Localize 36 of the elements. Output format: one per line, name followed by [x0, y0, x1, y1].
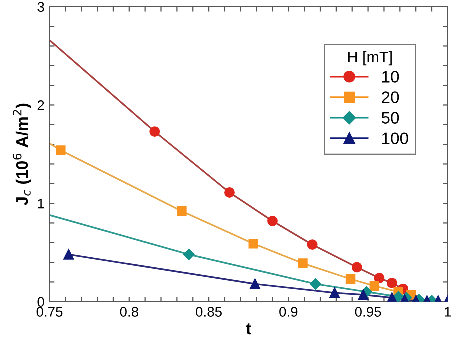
- legend-title: H [mT]: [348, 51, 392, 66]
- legend-label: 20: [382, 92, 400, 104]
- point: [177, 206, 187, 216]
- point: [346, 274, 356, 284]
- x-axis-title: t: [246, 324, 252, 335]
- point: [358, 290, 369, 300]
- x-tick-label: 0.75: [36, 307, 63, 317]
- y-tick-label: 3: [38, 2, 44, 12]
- x-tick-label: 0.95: [355, 307, 382, 317]
- y-tick-label: 1: [38, 199, 44, 209]
- x-tick-label: 1: [445, 307, 452, 317]
- point: [386, 278, 398, 288]
- point: [248, 239, 258, 249]
- point: [64, 249, 74, 260]
- point: [352, 262, 362, 273]
- point: [56, 146, 66, 156]
- point: [374, 273, 385, 284]
- point: [184, 249, 195, 260]
- point: [250, 278, 260, 290]
- point: [268, 216, 278, 226]
- y-tick-label: 2: [38, 100, 44, 110]
- legend-label: 100: [382, 132, 408, 144]
- x-tick-label: 0.85: [196, 307, 222, 317]
- point: [330, 288, 340, 298]
- point: [370, 281, 380, 292]
- point: [310, 278, 322, 290]
- y-axis-title: J$_{c}$ (10$^{6}$ A/m$^{2}$): [12, 104, 32, 206]
- x-tick-label: 0.9: [280, 307, 298, 317]
- point: [298, 258, 308, 268]
- point: [150, 126, 160, 137]
- point: [224, 188, 235, 198]
- point: [307, 240, 318, 250]
- legend-label: 50: [382, 112, 400, 124]
- y-tick-label: 0: [38, 297, 44, 308]
- legend-label: 10: [382, 71, 400, 83]
- x-tick-label: 0.8: [120, 307, 138, 317]
